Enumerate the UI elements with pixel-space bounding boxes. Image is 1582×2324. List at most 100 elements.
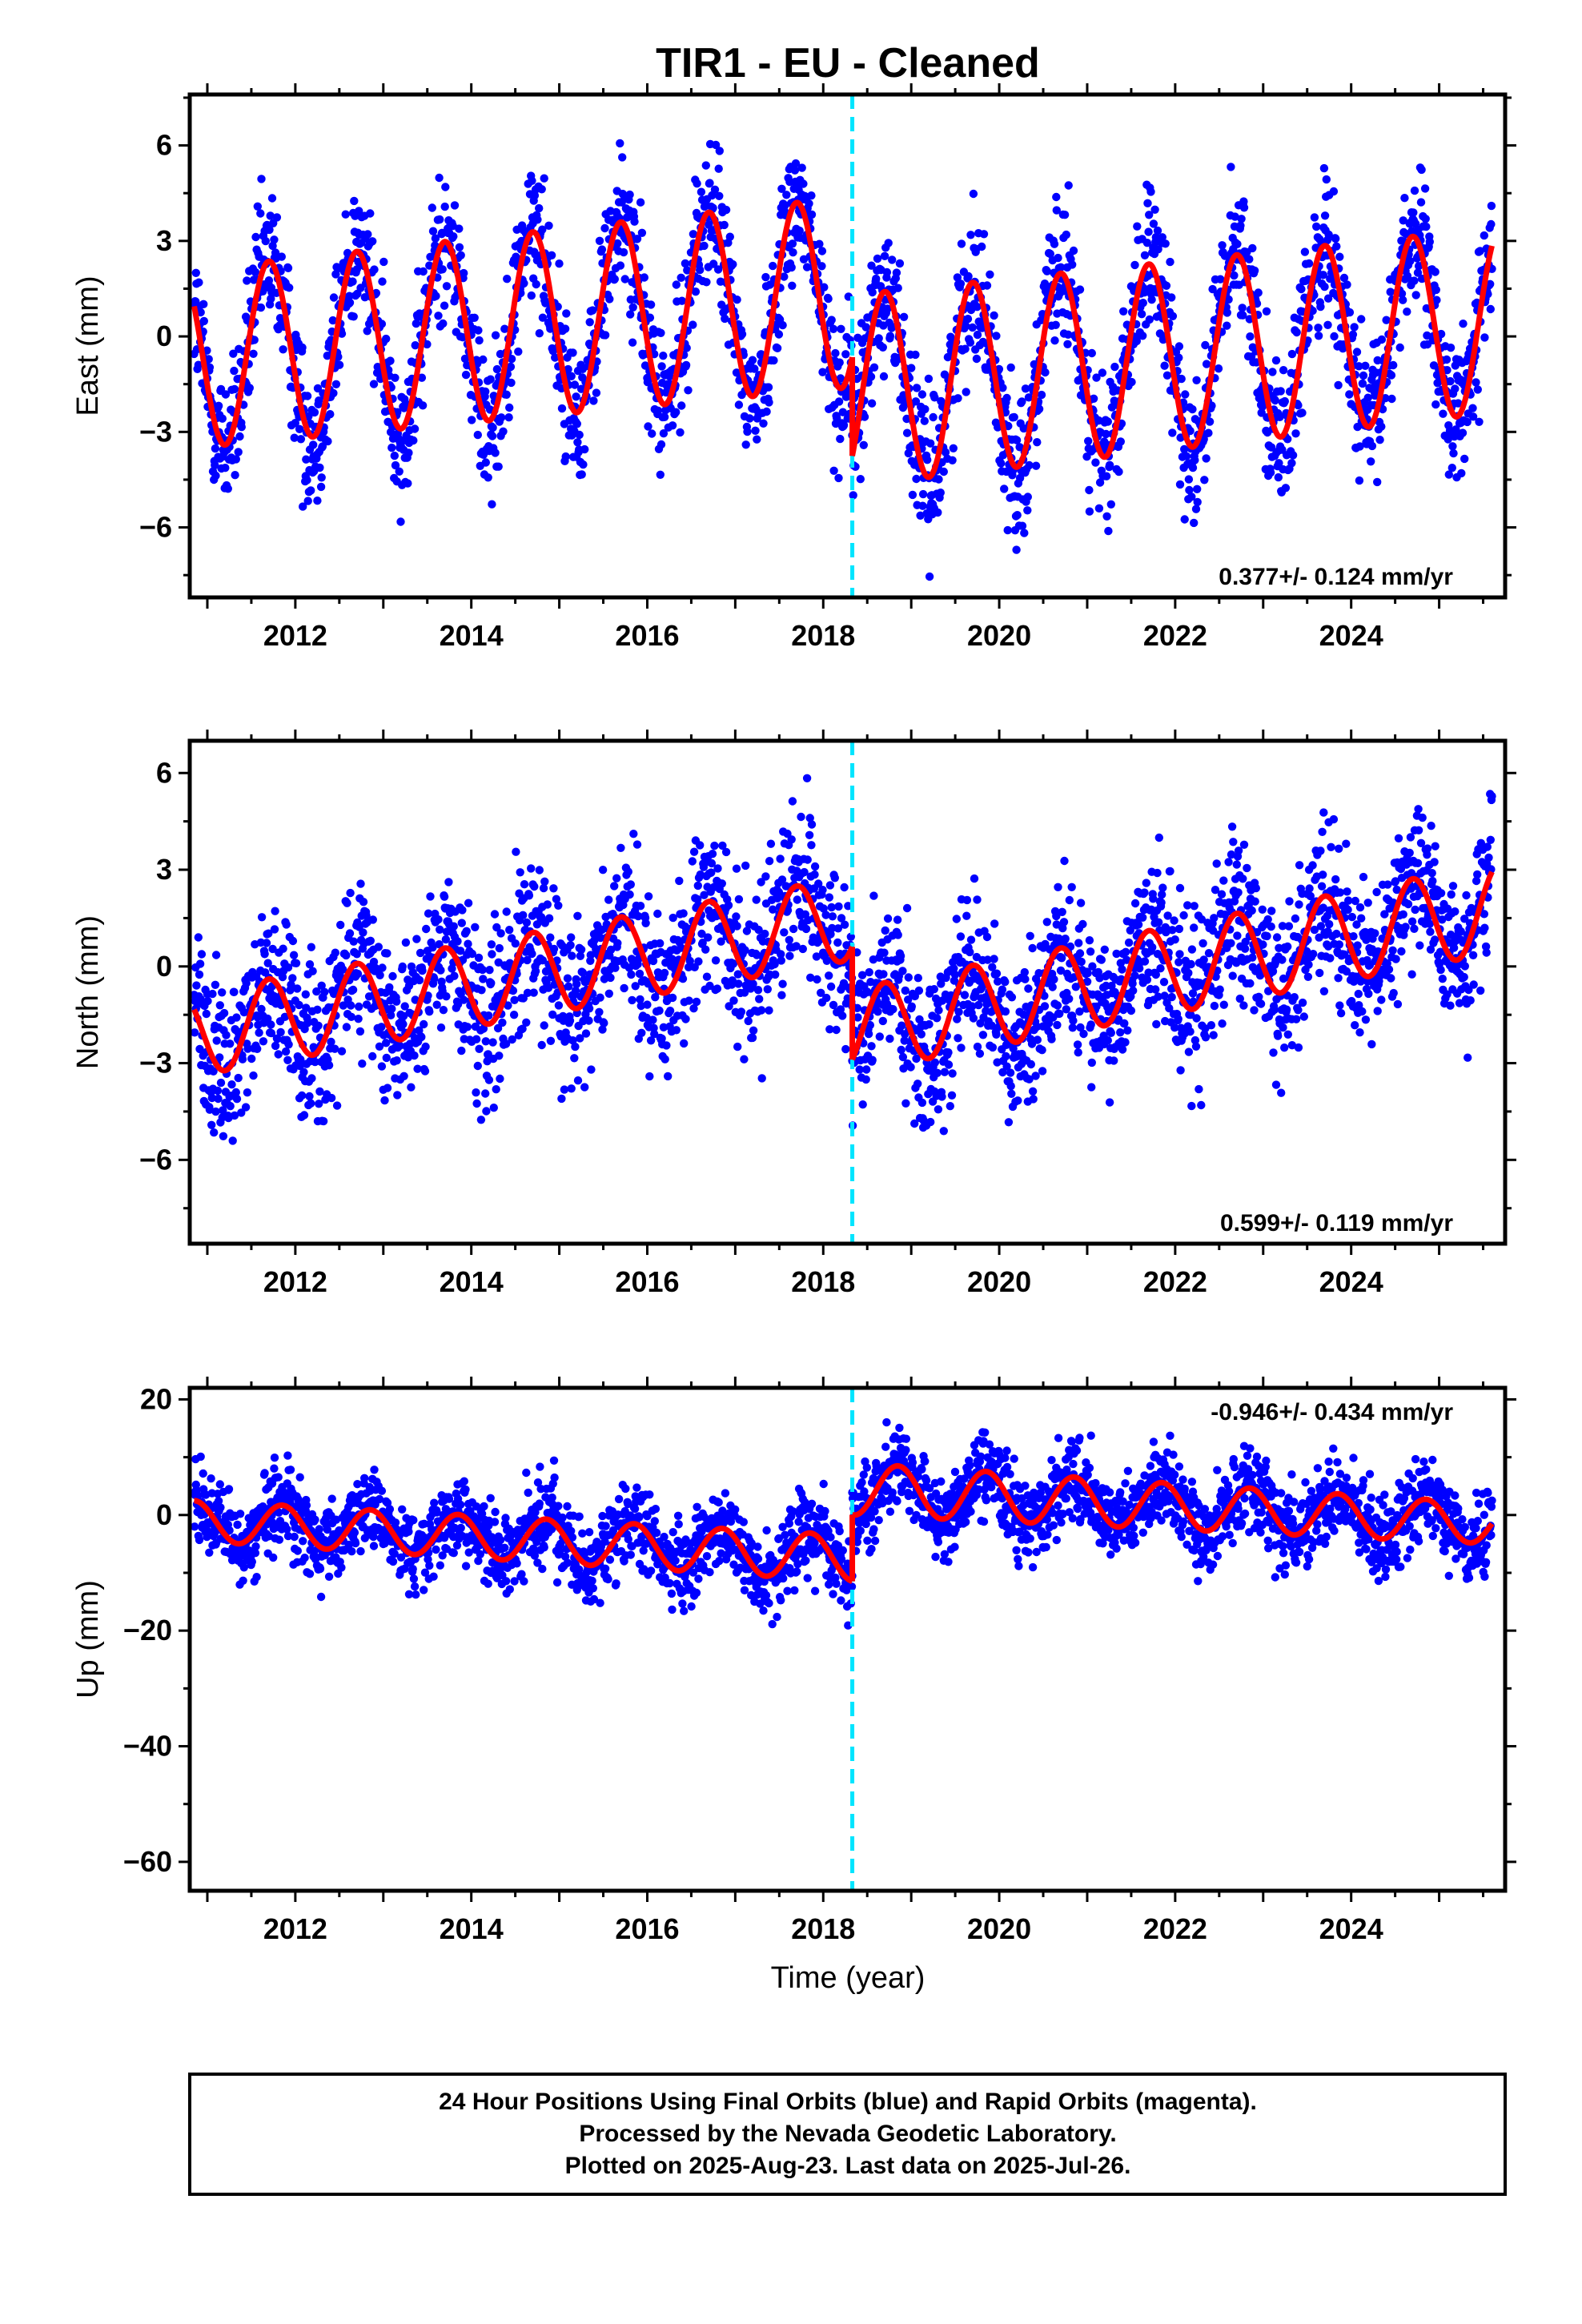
east-data-point xyxy=(1457,468,1466,478)
east-data-point xyxy=(773,344,782,352)
east-data-point xyxy=(1105,460,1114,469)
north-data-point xyxy=(914,986,924,995)
north-data-point xyxy=(283,963,293,972)
east-data-point xyxy=(580,444,589,454)
east-data-point xyxy=(1332,242,1341,251)
east-data-point xyxy=(672,280,681,289)
north-data-point xyxy=(1159,978,1169,987)
east-data-point xyxy=(1463,417,1472,427)
east-data-point xyxy=(348,277,357,286)
north-data-point xyxy=(973,895,982,904)
north-data-point xyxy=(1158,883,1167,892)
north-data-point xyxy=(337,1047,347,1055)
north-data-point xyxy=(643,1000,652,1009)
north-data-point xyxy=(420,1067,430,1076)
north-data-point xyxy=(485,966,494,975)
north-data-point xyxy=(1033,1035,1042,1044)
north-data-point xyxy=(952,915,962,923)
north-data-point xyxy=(1135,964,1144,973)
north-data-point xyxy=(345,929,355,938)
north-data-point xyxy=(1056,966,1066,975)
north-data-point xyxy=(1059,918,1069,927)
east-data-point xyxy=(941,448,950,456)
north-data-point xyxy=(733,970,742,979)
north-data-point xyxy=(543,900,552,909)
north-data-point xyxy=(933,1014,942,1023)
east-data-point xyxy=(759,419,768,428)
north-data-point xyxy=(238,1055,247,1063)
north-data-point xyxy=(413,1064,422,1073)
east-data-point xyxy=(1137,310,1146,319)
east-data-point xyxy=(1425,237,1435,247)
east-data-point xyxy=(345,292,354,300)
east-data-point xyxy=(1024,393,1034,402)
east-data-point xyxy=(815,239,824,248)
east-data-point xyxy=(1324,230,1333,239)
north-data-point xyxy=(710,841,719,850)
east-data-point xyxy=(1403,308,1411,316)
north-data-point xyxy=(765,857,774,866)
north-data-point xyxy=(247,1054,256,1063)
north-data-point xyxy=(834,902,843,911)
north-data-point xyxy=(366,936,375,946)
north-data-point xyxy=(865,967,873,977)
north-data-point xyxy=(481,1037,490,1046)
north-data-point xyxy=(487,940,496,949)
east-data-point xyxy=(579,460,588,469)
north-data-point xyxy=(1075,1007,1084,1016)
east-model-line-post xyxy=(849,233,1495,480)
north-data-point xyxy=(195,959,205,968)
east-data-point xyxy=(499,427,508,436)
north-data-point xyxy=(990,955,998,963)
east-data-point xyxy=(562,309,571,318)
north-data-point xyxy=(1033,1022,1042,1031)
north-data-point xyxy=(1153,868,1162,878)
north-data-point xyxy=(342,1023,351,1031)
east-data-point xyxy=(1480,231,1489,240)
north-data-point xyxy=(1077,957,1086,967)
north-data-point xyxy=(787,835,796,844)
north-data-point xyxy=(343,899,351,907)
east-data-point xyxy=(1119,307,1128,316)
east-data-point xyxy=(824,294,833,304)
east-data-point xyxy=(1127,377,1136,387)
north-data-point xyxy=(453,999,463,1009)
north-data-point xyxy=(1116,1028,1125,1037)
east-data-point xyxy=(656,328,665,337)
east-data-point xyxy=(211,471,220,480)
north-data-point xyxy=(299,1068,308,1077)
east-data-point xyxy=(323,436,332,446)
east-data-point xyxy=(1319,163,1329,173)
north-data-point xyxy=(1118,1045,1127,1054)
east-data-point xyxy=(537,185,546,194)
north-data-point xyxy=(504,1001,512,1010)
north-data-point xyxy=(711,956,721,965)
east-data-point xyxy=(1140,288,1149,297)
east-data-point xyxy=(1287,349,1297,359)
north-data-point xyxy=(1087,1083,1096,1092)
east-data-point xyxy=(1133,222,1142,231)
east-data-point xyxy=(677,401,686,410)
east-data-point xyxy=(1476,247,1484,255)
north-data-point xyxy=(1087,1058,1097,1068)
east-data-point xyxy=(1348,330,1358,339)
north-data-point xyxy=(538,956,548,965)
north-data-point xyxy=(257,913,267,922)
north-data-point xyxy=(606,973,615,983)
north-data-point xyxy=(1026,1059,1036,1069)
north-data-point xyxy=(939,1127,949,1136)
east-data-point xyxy=(194,360,203,369)
east-data-point xyxy=(998,384,1007,392)
east-data-point xyxy=(567,372,576,380)
east-data-point xyxy=(1355,362,1363,371)
east-data-point xyxy=(349,312,358,321)
north-data-point xyxy=(693,881,702,891)
east-data-point xyxy=(1381,394,1390,403)
north-data-point xyxy=(450,971,459,980)
east-data-point xyxy=(1262,307,1271,316)
east-data-point xyxy=(1473,385,1483,394)
north-data-point xyxy=(975,1049,985,1058)
north-data-point xyxy=(508,1035,516,1044)
north-data-point xyxy=(829,1000,838,1010)
north-data-point xyxy=(440,892,449,901)
